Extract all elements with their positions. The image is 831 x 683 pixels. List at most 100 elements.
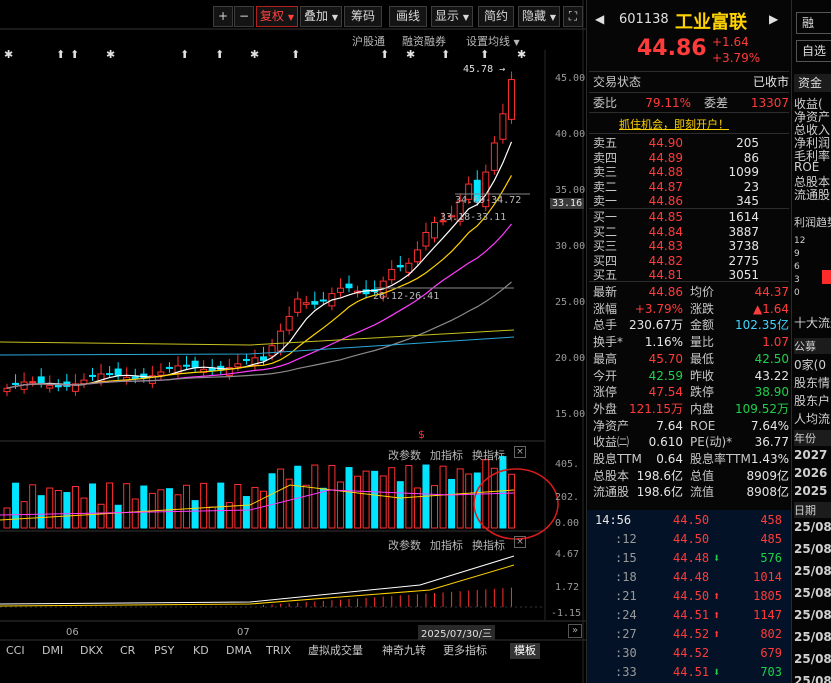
margin-button[interactable]: 融: [796, 12, 831, 34]
fin-label: 总收入: [794, 123, 831, 137]
next-stock-icon[interactable]: ▶: [769, 12, 779, 26]
close-icon[interactable]: ×: [514, 446, 526, 458]
trade-status-label: 交易状态: [593, 75, 642, 89]
tick-list[interactable]: 14:56 44.50 458:12 44.50 485:15 44.48 ⬇ 576:18 4…: [587, 510, 792, 683]
volume-bar: [456, 468, 464, 529]
tick-row: :12 44.50 485: [587, 530, 792, 549]
ask-row: 卖五 44.90 205: [593, 136, 789, 150]
jianyue-button[interactable]: 简约: [478, 6, 514, 27]
zoom-in-button[interactable]: +: [213, 6, 233, 27]
volume-bar: [97, 503, 105, 529]
bid-price: 44.83: [648, 239, 683, 254]
quote-label: 涨幅: [593, 301, 618, 316]
tab-more-indicators[interactable]: 更多指标: [443, 644, 487, 657]
quote-value: 198.6亿: [636, 485, 683, 500]
diejia-dropdown[interactable]: 叠加 ▼: [300, 6, 342, 27]
tick-price: 44.51: [673, 665, 710, 679]
vol-add-indicator-link[interactable]: 加指标: [430, 449, 463, 462]
volume-bar: [285, 478, 293, 529]
candle-body: [12, 382, 20, 385]
chouma-button[interactable]: 筹码: [344, 6, 382, 27]
macd-dif-line: [0, 555, 515, 605]
volume-bar: [413, 487, 421, 529]
candle-body: [29, 381, 37, 384]
tab-cr[interactable]: CR: [120, 644, 136, 657]
kline-svg[interactable]: ✱ ⬆ ⬆ ✱ ⬆ ⬆ ✱ ⬆ ⬆ ✱ ⬆ ⬆ ✱: [0, 0, 586, 683]
volume-bar: [490, 467, 498, 529]
scroll-right-icon[interactable]: »: [568, 624, 582, 638]
tab-virtual-volume[interactable]: 虚拟成交量: [308, 644, 363, 657]
tick-time: :30: [615, 646, 637, 660]
rongzi-link[interactable]: 融资融券: [402, 35, 446, 48]
volume-bar: [208, 506, 216, 529]
ask-row: 卖一 44.86 345: [593, 194, 789, 208]
macd-tick: 4.67: [555, 549, 580, 560]
tab-cci[interactable]: CCI: [6, 644, 25, 657]
trade-status-row: 交易状态 已收市: [593, 74, 789, 90]
prev-stock-icon[interactable]: ◀: [595, 12, 605, 26]
promo-link[interactable]: 抓住机会，即刻开户！: [619, 118, 729, 131]
macd-add-indicator-link[interactable]: 加指标: [430, 539, 463, 552]
gongmu-tab[interactable]: 公募: [794, 338, 831, 354]
volume-bar: [431, 485, 438, 529]
vol-switch-indicator-link[interactable]: 换指标: [472, 449, 505, 462]
quote-row: 流通股 198.6亿 流值 8908亿: [593, 484, 789, 500]
tab-psy[interactable]: PSY: [154, 644, 175, 657]
profit-bar: [822, 270, 831, 284]
volume-bar: [328, 464, 336, 529]
watchlist-button[interactable]: 自选: [796, 40, 831, 62]
fullscreen-icon[interactable]: ⛶: [563, 6, 583, 27]
quote-value: 230.67万: [629, 318, 683, 333]
yincang-dropdown[interactable]: 隐藏 ▼: [518, 6, 560, 27]
bid-level-label: 买五: [593, 268, 618, 283]
vol-param-link[interactable]: 改参数: [388, 449, 421, 462]
date-item: 25/08: [794, 608, 831, 622]
tab-template[interactable]: 模板: [510, 643, 540, 659]
fuquan-dropdown[interactable]: 复权 ▼: [256, 6, 298, 27]
zoom-out-button[interactable]: −: [234, 6, 254, 27]
huaxian-button[interactable]: 画线: [389, 6, 427, 27]
quote-value: 45.70: [648, 351, 683, 366]
tab-dkx[interactable]: DKX: [80, 644, 104, 657]
quote-value: 121.15万: [629, 401, 683, 416]
quote-value: ▲1.64: [753, 301, 789, 316]
quote-label: 昨收: [690, 368, 715, 383]
tick-time: :15: [615, 551, 637, 565]
volume-bar: [140, 485, 148, 529]
volume-bar: [89, 483, 96, 529]
xianshi-dropdown[interactable]: 显示 ▼: [431, 6, 473, 27]
bid-volume: 1614: [728, 210, 759, 224]
fund-tab[interactable]: 资金: [794, 74, 831, 92]
volume-bar: [311, 464, 319, 529]
marker-arrow: ✱: [406, 48, 415, 61]
tick-price: 44.48: [673, 551, 710, 565]
yincang-label: 隐藏: [522, 9, 547, 23]
quote-value: 109.52万: [735, 401, 789, 416]
candle-body: [345, 283, 353, 289]
profit-trend-title: 利润趋势: [794, 216, 831, 229]
close-icon[interactable]: ×: [514, 536, 526, 548]
candle-body: [106, 373, 114, 376]
macd-switch-indicator-link[interactable]: 换指标: [472, 539, 505, 552]
volume-bar: [354, 475, 362, 529]
arrow-down-icon: ⬇: [713, 551, 721, 565]
ask-price: 44.87: [648, 179, 683, 194]
bid-row: 买四 44.82 2775: [593, 254, 789, 268]
tab-kd[interactable]: KD: [193, 644, 209, 657]
quote-value: 43.22: [754, 368, 789, 383]
tick-row: :33 44.51 ⬇ 703: [587, 663, 792, 682]
tab-trix[interactable]: TRIX: [266, 644, 292, 657]
fin-label: 毛利率: [794, 149, 831, 163]
ma-settings-link[interactable]: 设置均线 ▼: [466, 33, 520, 49]
tab-dmi[interactable]: DMI: [42, 644, 64, 657]
quote-label: 外盘: [593, 401, 618, 416]
kline-chart-area[interactable]: ✱ ⬆ ⬆ ✱ ⬆ ⬆ ✱ ⬆ ⬆ ✱ ⬆ ⬆ ✱ + − 复权 ▼ 叠加 ▼ 筹码 画线 显示 ▼ 简…: [0, 0, 586, 683]
ask-level-label: 卖三: [593, 165, 618, 180]
tick-price: 44.48: [673, 570, 710, 584]
tab-magic-nine[interactable]: 神奇九转: [382, 644, 426, 657]
marker-star: ⬆: [180, 48, 189, 61]
tab-dma[interactable]: DMA: [226, 644, 252, 657]
hugutong-link[interactable]: 沪股通: [352, 35, 385, 48]
macd-param-link[interactable]: 改参数: [388, 539, 421, 552]
